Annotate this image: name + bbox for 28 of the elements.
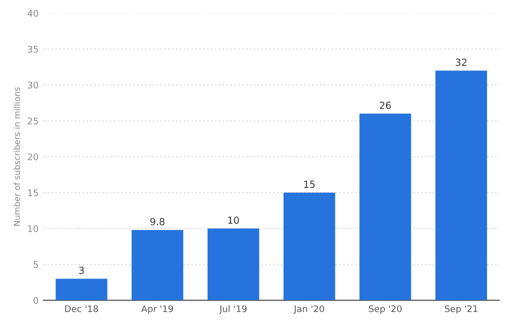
x-tick-label: Jan '20 (293, 305, 324, 314)
y-tick-label: 20 (28, 153, 38, 160)
bar (435, 70, 488, 300)
y-tick-label: 15 (28, 189, 38, 196)
y-tick-label: 25 (28, 118, 38, 124)
data-label: 15 (304, 180, 315, 188)
y-tick-label: 0 (34, 297, 38, 304)
x-tick-label: Dec '18 (65, 305, 98, 312)
x-tick-label: Apr '19 (141, 305, 174, 314)
bar (132, 230, 184, 300)
bar (208, 228, 260, 300)
data-label: 9.8 (150, 218, 165, 226)
y-tick-label: 10 (28, 225, 38, 232)
y-axis-title: Number of subscribers in millions (14, 87, 20, 226)
data-label: 26 (380, 102, 391, 110)
y-tick-label: 40 (28, 10, 38, 17)
bar (56, 278, 108, 300)
bar (359, 114, 412, 300)
data-label: 3 (79, 266, 84, 274)
data-label: 10 (228, 216, 239, 224)
bar (284, 192, 336, 300)
x-tick-label: Sep '20 (368, 305, 402, 314)
y-tick-label: 30 (28, 82, 38, 89)
x-tick-label: Jul '19 (219, 305, 247, 314)
x-tick-label: Sep '21 (444, 305, 478, 314)
data-label: 32 (456, 58, 466, 66)
y-tick-label: 35 (28, 46, 38, 53)
y-tick-label: 5 (34, 261, 38, 268)
